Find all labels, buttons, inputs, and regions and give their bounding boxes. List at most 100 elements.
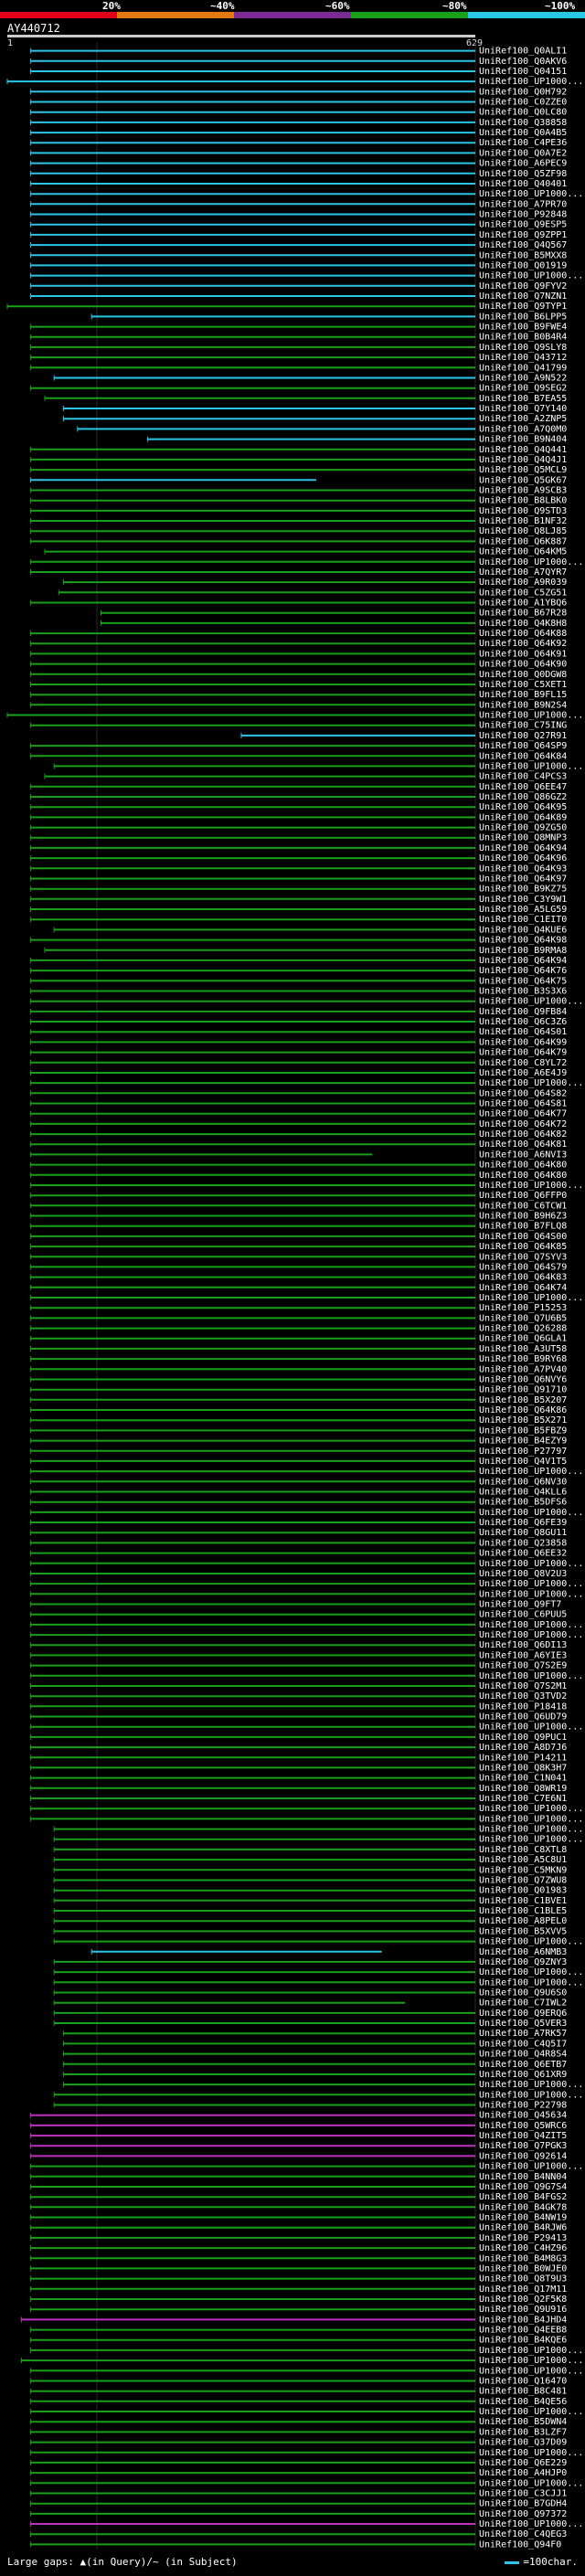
hit-label[interactable]: UniRef100_B0B4R4	[479, 333, 567, 343]
hit-label[interactable]: UniRef100_UP1000...	[479, 1937, 583, 1947]
hit-label[interactable]: UniRef100_Q45634	[479, 2111, 567, 2121]
hit-label[interactable]: UniRef100_B9FWE4	[479, 323, 567, 333]
hit-label[interactable]: UniRef100_A7PV40	[479, 1364, 567, 1374]
hit-label[interactable]: UniRef100_Q64K77	[479, 1109, 567, 1119]
hit-label[interactable]: UniRef100_Q9SEG2	[479, 384, 567, 394]
hit-label[interactable]: UniRef100_B4M8G3	[479, 2253, 567, 2263]
hit-label[interactable]: UniRef100_Q38858	[479, 118, 567, 128]
hit-label[interactable]: UniRef100_C1BLE5	[479, 1906, 567, 1916]
hit-label[interactable]: UniRef100_Q7U6B5	[479, 1313, 567, 1323]
hit-label[interactable]: UniRef100_Q7PGK3	[479, 2141, 567, 2151]
hit-label[interactable]: UniRef100_Q5MCL9	[479, 465, 567, 475]
hit-label[interactable]: UniRef100_A7Q0M0	[479, 424, 567, 434]
hit-label[interactable]: UniRef100_B3S3X6	[479, 987, 567, 997]
hit-label[interactable]: UniRef100_Q4V1T5	[479, 1457, 567, 1467]
hit-label[interactable]: UniRef100_Q6FE39	[479, 1518, 567, 1528]
hit-label[interactable]: UniRef100_Q2F5K8	[479, 2295, 567, 2305]
hit-label[interactable]: UniRef100_UP1000...	[479, 2090, 583, 2100]
hit-label[interactable]: UniRef100_Q64K89	[479, 812, 567, 822]
hit-label[interactable]: UniRef100_B9N2S4	[479, 700, 567, 710]
hit-label[interactable]: UniRef100_P27797	[479, 1447, 567, 1457]
hit-label[interactable]: UniRef100_B4EZY9	[479, 1436, 567, 1447]
hit-label[interactable]: UniRef100_B4QE56	[479, 2397, 567, 2407]
hit-label[interactable]: UniRef100_Q01983	[479, 1886, 567, 1896]
hit-label[interactable]: UniRef100_B67R28	[479, 609, 567, 619]
hit-label[interactable]: UniRef100_B4NN04	[479, 2172, 567, 2182]
hit-label[interactable]: UniRef100_UP1000...	[479, 2478, 583, 2488]
hit-label[interactable]: UniRef100_UP1000...	[479, 1181, 583, 1191]
hit-label[interactable]: UniRef100_UP1000...	[479, 1579, 583, 1589]
hit-label[interactable]: UniRef100_C5MKN9	[479, 1865, 567, 1875]
hit-label[interactable]: UniRef100_Q64S00	[479, 1232, 567, 1242]
hit-label[interactable]: UniRef100_C7IWL2	[479, 1998, 567, 2009]
hit-label[interactable]: UniRef100_UP1000...	[479, 2080, 583, 2090]
hit-label[interactable]: UniRef100_Q64K93	[479, 864, 567, 874]
hit-label[interactable]: UniRef100_Q7S2M1	[479, 1681, 567, 1691]
hit-label[interactable]: UniRef100_Q61XR9	[479, 2070, 567, 2080]
hit-label[interactable]: UniRef100_UP1000...	[479, 761, 583, 771]
hit-label[interactable]: UniRef100_Q64K95	[479, 802, 567, 812]
hit-label[interactable]: UniRef100_B7EA55	[479, 394, 567, 404]
hit-label[interactable]: UniRef100_Q6GLA1	[479, 1334, 567, 1344]
hit-label[interactable]: UniRef100_Q5WRC6	[479, 2121, 567, 2131]
hit-label[interactable]: UniRef100_UP1000...	[479, 2162, 583, 2172]
hit-label[interactable]: UniRef100_C7E6N1	[479, 1794, 567, 1804]
hit-label[interactable]: UniRef100_Q64KM5	[479, 547, 567, 557]
hit-label[interactable]: UniRef100_B5X207	[479, 1395, 567, 1405]
hit-label[interactable]: UniRef100_Q9STD3	[479, 506, 567, 516]
hit-label[interactable]: UniRef100_P22798	[479, 2101, 567, 2111]
hit-label[interactable]: UniRef100_UP1000...	[479, 271, 583, 281]
hit-label[interactable]: UniRef100_Q9FT7	[479, 1600, 561, 1610]
hit-label[interactable]: UniRef100_Q6K887	[479, 536, 567, 546]
hit-label[interactable]: UniRef100_B5DFS6	[479, 1498, 567, 1508]
hit-label[interactable]: UniRef100_Q41799	[479, 363, 567, 373]
hit-label[interactable]: UniRef100_Q4Q567	[479, 240, 567, 250]
hit-label[interactable]: UniRef100_Q8T9U3	[479, 2274, 567, 2284]
hit-label[interactable]: UniRef100_Q64K76	[479, 966, 567, 976]
hit-label[interactable]: UniRef100_B7GDH4	[479, 2499, 567, 2509]
hit-label[interactable]: UniRef100_B5DWN4	[479, 2417, 567, 2427]
hit-label[interactable]: UniRef100_Q64S82	[479, 1088, 567, 1098]
hit-label[interactable]: UniRef100_A5C8U1	[479, 1855, 567, 1865]
hit-label[interactable]: UniRef100_Q9G7S4	[479, 2182, 567, 2192]
hit-label[interactable]: UniRef100_B9RMA8	[479, 946, 567, 956]
hit-label[interactable]: UniRef100_UP1000...	[479, 2366, 583, 2376]
hit-label[interactable]: UniRef100_Q94F0	[479, 2539, 561, 2549]
hit-label[interactable]: UniRef100_B9FL15	[479, 690, 567, 700]
hit-label[interactable]: UniRef100_C5XET1	[479, 680, 567, 690]
hit-label[interactable]: UniRef100_A6NVI3	[479, 1150, 567, 1160]
hit-label[interactable]: UniRef100_Q64K72	[479, 1119, 567, 1129]
hit-label[interactable]: UniRef100_P92848	[479, 210, 567, 220]
hit-label[interactable]: UniRef100_B4GK78	[479, 2202, 567, 2212]
hit-label[interactable]: UniRef100_UP1000...	[479, 2519, 583, 2529]
hit-label[interactable]: UniRef100_A3UT58	[479, 1344, 567, 1354]
hit-label[interactable]: UniRef100_UP1000...	[479, 711, 583, 721]
hit-label[interactable]: UniRef100_UP1000...	[479, 1078, 583, 1088]
hit-label[interactable]: UniRef100_B9H6Z3	[479, 1212, 567, 1222]
hit-label[interactable]: UniRef100_Q9ZPP1	[479, 230, 567, 240]
hit-label[interactable]: UniRef100_UP1000...	[479, 1835, 583, 1845]
hit-label[interactable]: UniRef100_Q64S01	[479, 1027, 567, 1037]
hit-label[interactable]: UniRef100_UP1000...	[479, 1630, 583, 1640]
hit-label[interactable]: UniRef100_Q6FFP0	[479, 1191, 567, 1201]
hit-label[interactable]: UniRef100_Q6EE47	[479, 782, 567, 792]
hit-label[interactable]: UniRef100_UP1000...	[479, 1825, 583, 1835]
hit-label[interactable]: UniRef100_Q9ERQ6	[479, 2009, 567, 2019]
hit-label[interactable]: UniRef100_UP1000...	[479, 2356, 583, 2366]
hit-label[interactable]: UniRef100_B7FLQ8	[479, 1222, 567, 1232]
hit-label[interactable]: UniRef100_Q64K80	[479, 1171, 567, 1181]
hit-label[interactable]: UniRef100_B4JHD4	[479, 2315, 567, 2325]
hit-label[interactable]: UniRef100_Q4ZIT5	[479, 2131, 567, 2141]
hit-label[interactable]: UniRef100_UP1000...	[479, 1723, 583, 1733]
hit-label[interactable]: UniRef100_Q4Q441	[479, 445, 567, 455]
hit-label[interactable]: UniRef100_B8C481	[479, 2387, 567, 2397]
hit-label[interactable]: UniRef100_C1N041	[479, 1774, 567, 1784]
hit-label[interactable]: UniRef100_A8D7J6	[479, 1743, 567, 1753]
hit-label[interactable]: UniRef100_Q4K8H8	[479, 619, 567, 629]
hit-label[interactable]: UniRef100_A7PR70	[479, 199, 567, 209]
hit-label[interactable]: UniRef100_B5XVV5	[479, 1926, 567, 1936]
hit-label[interactable]: UniRef100_B9RY68	[479, 1354, 567, 1364]
hit-label[interactable]: UniRef100_Q64K81	[479, 1140, 567, 1150]
hit-label[interactable]: UniRef100_A9N522	[479, 374, 567, 384]
hit-label[interactable]: UniRef100_Q6C3Z6	[479, 1017, 567, 1027]
